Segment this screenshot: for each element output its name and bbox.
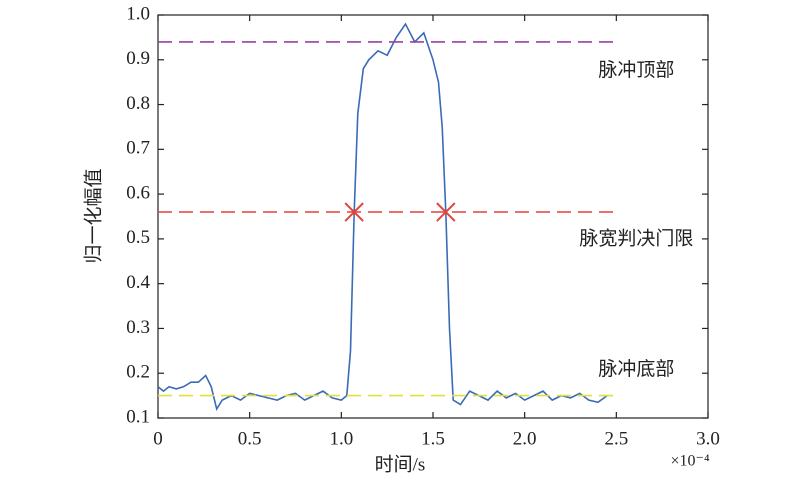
x-axis-label: 时间/s <box>375 453 426 475</box>
cross-stroke <box>436 202 456 222</box>
annotation: 脉冲底部 <box>598 358 674 380</box>
x-tick-label: 3.0 <box>696 428 720 449</box>
y-tick-label: 0.9 <box>126 48 150 69</box>
y-tick-label: 0.5 <box>126 227 150 248</box>
signal-line <box>157 22 608 412</box>
x-tick-label: 1.0 <box>329 428 353 449</box>
x-tick-label: 0.5 <box>238 428 262 449</box>
annotation: 脉宽判决门限 <box>579 227 693 249</box>
y-tick-label: 0.1 <box>126 406 150 427</box>
y-tick-label: 0.2 <box>126 362 150 383</box>
y-tick-label: 0.6 <box>126 182 150 203</box>
cross-marker <box>436 202 456 222</box>
x-multiplier: ×10⁻⁴ <box>670 453 709 470</box>
cross-marker <box>344 202 364 222</box>
annotation: 脉冲顶部 <box>598 59 674 81</box>
y-tick-label: 0.3 <box>126 317 150 338</box>
x-tick-label: 0 <box>153 428 163 449</box>
y-axis-label: 归一化幅值 <box>82 168 104 263</box>
x-tick-label: 1.5 <box>421 428 445 449</box>
y-tick-label: 1.0 <box>126 3 150 24</box>
y-tick-label: 0.7 <box>126 138 150 159</box>
x-tick-label: 2.0 <box>513 428 537 449</box>
y-tick-label: 0.4 <box>126 272 150 293</box>
x-tick-label: 2.5 <box>604 428 628 449</box>
y-tick-label: 0.8 <box>126 93 150 114</box>
cross-stroke <box>344 202 364 222</box>
